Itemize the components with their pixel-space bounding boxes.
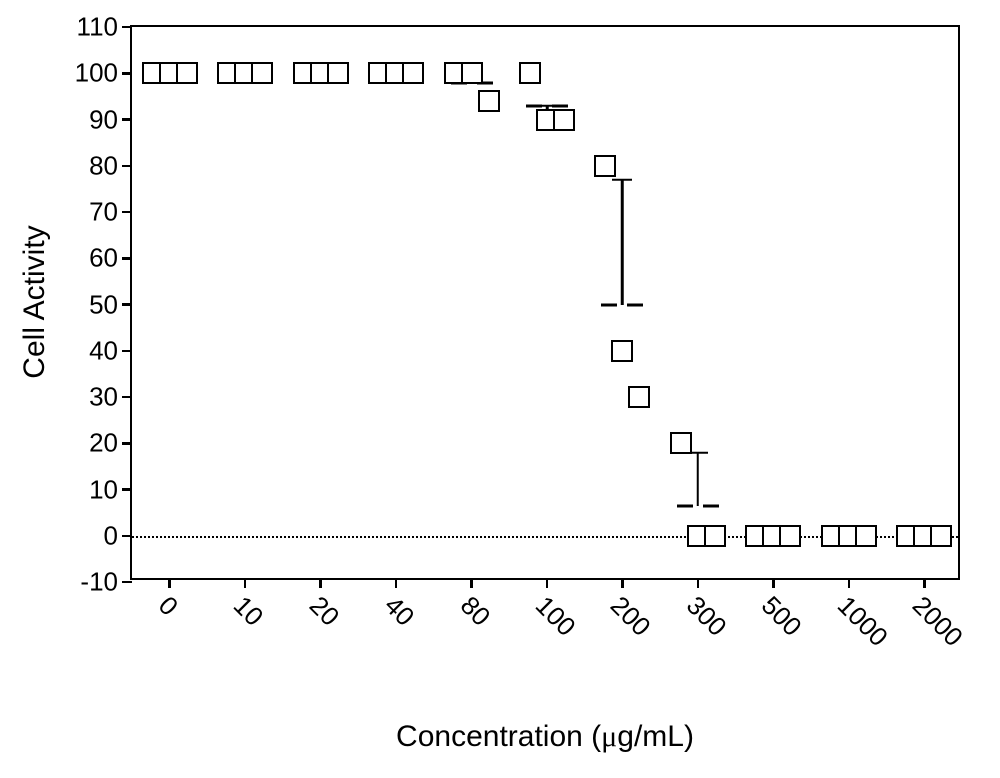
x-tick-label: 200 bbox=[605, 590, 658, 643]
data-point bbox=[327, 62, 349, 84]
data-point bbox=[611, 340, 633, 362]
y-tick bbox=[122, 350, 132, 353]
mean-marker bbox=[526, 104, 542, 107]
y-axis-title: Cell Activity bbox=[18, 225, 52, 378]
x-tick-label: 100 bbox=[529, 590, 582, 643]
data-point bbox=[704, 525, 726, 547]
data-point bbox=[402, 62, 424, 84]
x-tick bbox=[848, 578, 851, 588]
mean-marker bbox=[677, 504, 693, 507]
y-tick bbox=[122, 535, 132, 538]
x-tick-label: 300 bbox=[680, 590, 733, 643]
x-tick-label: 1000 bbox=[831, 590, 894, 653]
y-tick-label: 30 bbox=[89, 382, 118, 413]
data-point bbox=[855, 525, 877, 547]
data-point bbox=[461, 62, 483, 84]
data-point bbox=[251, 62, 273, 84]
x-axis-title: Concentration (μg/mL) bbox=[396, 720, 694, 754]
y-tick-label: 90 bbox=[89, 104, 118, 135]
data-point bbox=[670, 432, 692, 454]
data-point bbox=[779, 525, 801, 547]
x-tick-label: 40 bbox=[378, 590, 420, 632]
x-tick bbox=[319, 578, 322, 588]
y-tick bbox=[122, 26, 132, 29]
y-tick bbox=[122, 72, 132, 75]
y-tick bbox=[122, 165, 132, 168]
data-point bbox=[519, 62, 541, 84]
data-point bbox=[594, 155, 616, 177]
mean-marker bbox=[601, 303, 617, 306]
y-tick-label: 110 bbox=[77, 12, 118, 43]
x-tick-label: 80 bbox=[454, 590, 496, 632]
x-tick-label: 500 bbox=[755, 590, 808, 643]
x-tick bbox=[772, 578, 775, 588]
y-tick-label: 40 bbox=[89, 335, 118, 366]
y-tick-label: 10 bbox=[89, 474, 118, 505]
y-tick-label: 70 bbox=[89, 197, 118, 228]
x-axis-title-text: Concentration (μg/mL) bbox=[396, 720, 694, 753]
mean-marker bbox=[552, 104, 568, 107]
mean-marker bbox=[703, 504, 719, 507]
y-tick bbox=[122, 581, 132, 584]
y-tick bbox=[122, 257, 132, 260]
y-tick-label: 100 bbox=[75, 58, 118, 89]
x-tick bbox=[697, 578, 700, 588]
plot-area: -100102030405060708090100110010204080100… bbox=[130, 25, 960, 580]
x-tick-label: 20 bbox=[303, 590, 345, 632]
y-tick-label: 50 bbox=[89, 289, 118, 320]
x-tick-label: 10 bbox=[227, 590, 269, 632]
y-tick bbox=[122, 442, 132, 445]
x-tick-label: 2000 bbox=[906, 590, 969, 653]
error-bar bbox=[697, 453, 700, 506]
data-point bbox=[930, 525, 952, 547]
mean-marker bbox=[627, 303, 643, 306]
x-tick bbox=[395, 578, 398, 588]
data-point bbox=[553, 109, 575, 131]
x-tick-label: 0 bbox=[152, 590, 184, 622]
y-tick-label: 60 bbox=[89, 243, 118, 274]
y-tick bbox=[122, 488, 132, 491]
y-tick bbox=[122, 303, 132, 306]
y-tick bbox=[122, 396, 132, 399]
x-tick bbox=[470, 578, 473, 588]
data-point bbox=[628, 386, 650, 408]
cell-activity-chart: -10 0 10 20 30 40 50 60 70 80 90 100 110 0 10 20 40 80 100… bbox=[0, 0, 1000, 778]
y-tick bbox=[122, 211, 132, 214]
y-tick-label: -10 bbox=[80, 567, 118, 598]
x-tick bbox=[168, 578, 171, 588]
error-bar-cap bbox=[612, 178, 632, 181]
data-point bbox=[176, 62, 198, 84]
x-tick bbox=[923, 578, 926, 588]
x-tick bbox=[546, 578, 549, 588]
y-tick bbox=[122, 118, 132, 121]
x-tick bbox=[621, 578, 624, 588]
error-bar bbox=[621, 180, 624, 305]
y-tick-label: 80 bbox=[89, 150, 118, 181]
x-tick bbox=[244, 578, 247, 588]
data-point bbox=[478, 90, 500, 112]
y-tick-label: 0 bbox=[104, 520, 118, 551]
y-tick-label: 20 bbox=[89, 428, 118, 459]
